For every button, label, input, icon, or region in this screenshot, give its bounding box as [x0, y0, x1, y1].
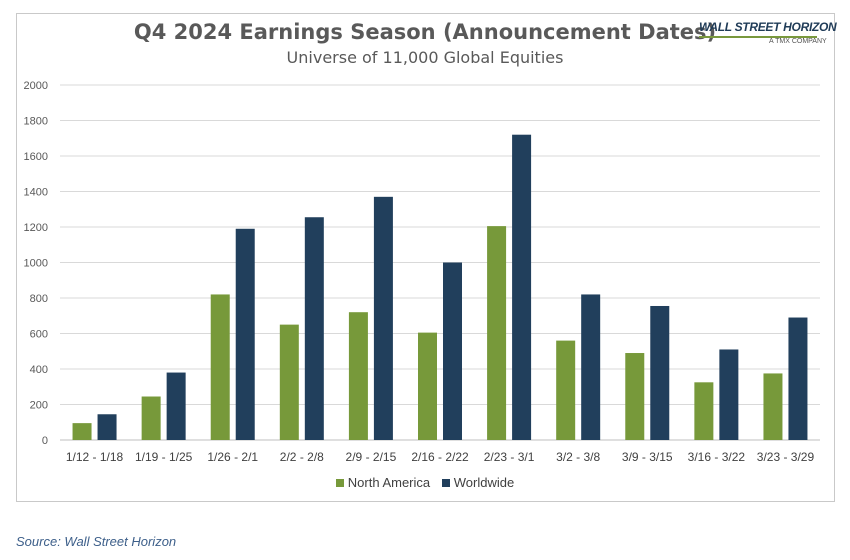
bar-worldwide: [166, 372, 186, 440]
bar-worldwide: [581, 294, 601, 440]
logo-text: WALL STREET HORIZON: [699, 20, 837, 34]
y-tick-label: 200: [30, 400, 48, 412]
y-tick-label: 1200: [24, 222, 48, 234]
x-tick-label: 3/9 - 3/15: [622, 450, 673, 464]
x-tick-label: 2/23 - 3/1: [484, 450, 535, 464]
x-tick-label: 3/16 - 3/22: [688, 450, 746, 464]
x-tick-label: 1/12 - 1/18: [66, 450, 124, 464]
bar-north-america: [279, 324, 299, 440]
y-tick-label: 400: [30, 364, 48, 376]
chart-legend: North America Worldwide: [0, 475, 850, 490]
bar-north-america: [625, 353, 645, 440]
legend-swatch-north-america: [335, 479, 344, 487]
bar-worldwide: [304, 217, 324, 440]
bar-worldwide: [650, 305, 670, 440]
bar-north-america: [141, 396, 161, 440]
chart-title: Q4 2024 Earnings Season (Announcement Da…: [133, 20, 717, 44]
bar-worldwide: [512, 134, 532, 440]
y-tick-label: 600: [30, 329, 48, 341]
bar-worldwide: [373, 196, 393, 440]
legend-swatch-worldwide: [441, 479, 450, 487]
x-tick-label: 3/2 - 3/8: [556, 450, 600, 464]
x-tick-label: 2/9 - 2/15: [346, 450, 397, 464]
x-tick-label: 3/23 - 3/29: [757, 450, 815, 464]
x-tick-label: 1/26 - 2/1: [207, 450, 258, 464]
legend-item-north-america: North America: [335, 475, 431, 490]
y-tick-label: 800: [30, 293, 48, 305]
bar-north-america: [418, 332, 437, 440]
legend-item-worldwide: Worldwide: [441, 475, 515, 490]
bar-north-america: [487, 226, 507, 440]
legend-label-worldwide: Worldwide: [453, 475, 515, 490]
bar-north-america: [72, 423, 92, 440]
bar-north-america: [210, 294, 230, 440]
y-tick-label: 1800: [24, 116, 48, 128]
bar-worldwide: [788, 317, 808, 440]
x-tick-label: 1/19 - 1/25: [135, 450, 193, 464]
bar-north-america: [348, 312, 368, 440]
bar-north-america: [763, 373, 783, 440]
bar-worldwide: [719, 349, 739, 440]
y-tick-label: 0: [42, 435, 48, 447]
y-tick-label: 1600: [24, 151, 48, 163]
legend-label-north-america: North America: [347, 475, 431, 490]
x-tick-label: 2/2 - 2/8: [280, 450, 324, 464]
wall-street-horizon-logo: WALL STREET HORIZON A TMX COMPANY: [699, 18, 837, 52]
source-note: Source: Wall Street Horizon: [16, 534, 177, 549]
chart-subtitle: Universe of 11,000 Global Equities: [286, 48, 564, 67]
bar-worldwide: [235, 228, 255, 440]
y-tick-label: 1000: [24, 258, 48, 270]
y-tick-label: 1400: [24, 187, 48, 199]
x-tick-label: 2/16 - 2/22: [411, 450, 469, 464]
bar-worldwide: [443, 262, 462, 440]
logo-subtext: A TMX COMPANY: [769, 38, 827, 45]
y-tick-label: 2000: [24, 80, 48, 92]
bar-north-america: [694, 382, 714, 440]
bar-worldwide: [97, 414, 117, 440]
logo-underline: [699, 36, 817, 38]
bar-north-america: [556, 340, 576, 440]
